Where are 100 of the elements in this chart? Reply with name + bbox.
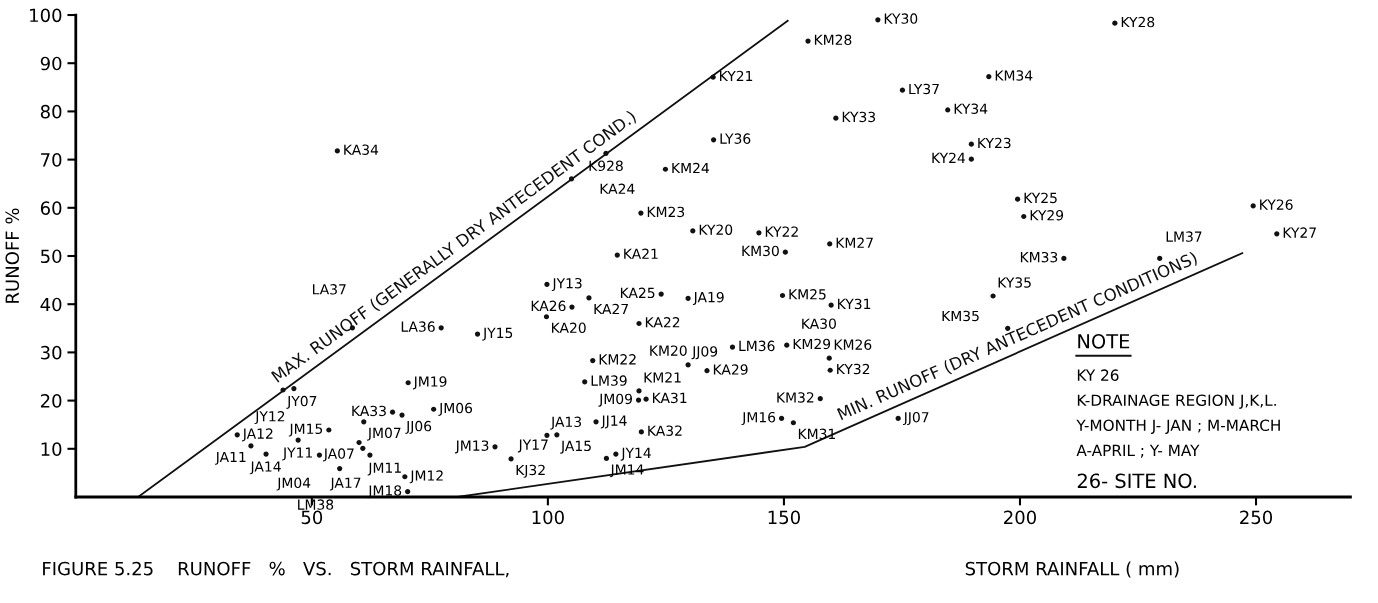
annotation: JM11 [367,462,401,476]
annotation: KM33 [1020,251,1058,263]
annotation: KA26 [531,300,566,312]
annotation: JY15 [482,327,513,341]
annotation: JJ07 [903,411,929,426]
annotation: JY13 [551,277,582,292]
annotation: KY21 [720,70,753,82]
annotation: KM30 [742,245,779,257]
annotation: KM32 [777,392,814,403]
annotation: JM07 [367,427,401,441]
y-tick-label: 70 [41,153,62,167]
annotation: KM23 [647,206,685,218]
annotation: JY14 [620,447,651,461]
annotation: KY28 [1121,16,1155,28]
y-tick-label: 50 [41,249,62,264]
annotation: A-APRIL ; Y- MAY [1076,444,1200,458]
annotation: JA11 [215,451,246,465]
annotation: JY12 [254,411,285,425]
annotation: KY25 [1024,192,1057,204]
annotation: JJ14 [600,415,627,429]
annotation: KJ32 [516,464,545,478]
annotation: KA29 [713,364,748,375]
annotation: KY24 [932,152,966,163]
annotation: KA25 [620,287,655,299]
annotation: KM21 [644,372,681,383]
annotation: JA19 [692,291,724,306]
annotation: KY23 [978,137,1011,149]
annotation: JA14 [249,461,281,475]
annotation: JM19 [412,376,447,390]
x-tick-label: 150 [768,510,800,525]
annotation: K928 [589,160,623,172]
y-tick-label: 40 [40,297,62,312]
annotation: LM39 [591,375,627,386]
y-tick-label: 20 [40,394,62,408]
y-tick-label: 90 [40,56,62,71]
annotation: KY26 [1260,199,1293,210]
annotation: LA37 [313,284,346,295]
x-tick-label: 100 [532,510,564,525]
annotation: JM12 [409,470,443,484]
annotation: KA34 [344,144,379,155]
annotation: JM13 [454,440,489,454]
annotation: KA30 [802,318,836,329]
x-tick-label: 250 [1240,510,1273,525]
annotation: LY37 [909,83,939,95]
annotation: JM18 [367,485,402,499]
annotation: JY07 [286,395,317,409]
annotation: JA12 [242,428,273,442]
annotation: LM37 [1166,231,1202,242]
annotation: 26- SITE NO. [1077,473,1196,489]
annotation: KA27 [594,303,628,315]
y-tick-label: 60 [40,201,62,215]
annotation: KA24 [600,183,635,194]
y-tick-label: 80 [40,104,62,119]
annotation: JM09 [598,393,632,407]
annotation: JA07 [323,448,354,462]
annotation: KM31 [798,428,836,440]
annotation: KY29 [1030,210,1064,221]
annotation: JM15 [288,423,323,437]
y-axis-title: RUNOFF % [5,208,20,303]
annotation: JM06 [438,402,473,416]
annotation: KY33 [842,111,876,123]
annotation: KY20 [699,224,733,235]
annotation: KY27 [1283,227,1316,238]
y-tick-label: 30 [41,345,62,360]
annotation: KM20 [650,345,687,356]
annotation: KM25 [789,289,826,300]
annotation: KY32 [837,363,870,375]
annotation: LM38 [298,499,334,510]
annotation: KM24 [672,162,709,174]
x-axis-title: STORM RAINFALL ( mm) [965,561,1179,578]
annotation: KA21 [624,248,658,259]
y-tick-label: 100 [30,8,62,23]
annotation: K-DRAINAGE REGION J,K,L. [1077,394,1276,409]
annotation: KM35 [942,310,979,322]
annotation: KA31 [653,392,687,404]
annotation: JM16 [741,411,776,426]
annotation: KY31 [838,298,871,310]
annotation: KM28 [814,34,852,46]
annotation: KA22 [645,317,680,328]
annotation: JA17 [329,477,361,491]
annotation: KM27 [836,237,873,248]
annotation: KA33 [352,405,386,417]
annotation: KY34 [954,103,988,114]
annotation: KM26 [834,339,872,350]
annotation: KY22 [765,226,798,237]
annotation: KA32 [648,425,682,436]
annotation: KA20 [552,322,586,334]
x-tick-label: 50 [301,510,323,525]
annotation: LA36 [401,321,435,332]
annotation: LM36 [739,340,775,352]
annotation: KM34 [995,70,1033,81]
annotation: LY36 [720,133,751,144]
annotation: JY17 [517,439,548,453]
annotation: KM29 [793,338,831,350]
annotation: Y-MONTH J- JAN ; M-MARCH [1076,419,1280,434]
annotation: JJ09 [691,346,718,360]
annotation: KY 26 [1077,369,1119,381]
annotation: JJ06 [405,420,432,434]
text: FIGURE 5.25 RUNOFF % VS. STORM RAINFALL, [43,561,509,578]
annotation: JM04 [276,477,311,491]
